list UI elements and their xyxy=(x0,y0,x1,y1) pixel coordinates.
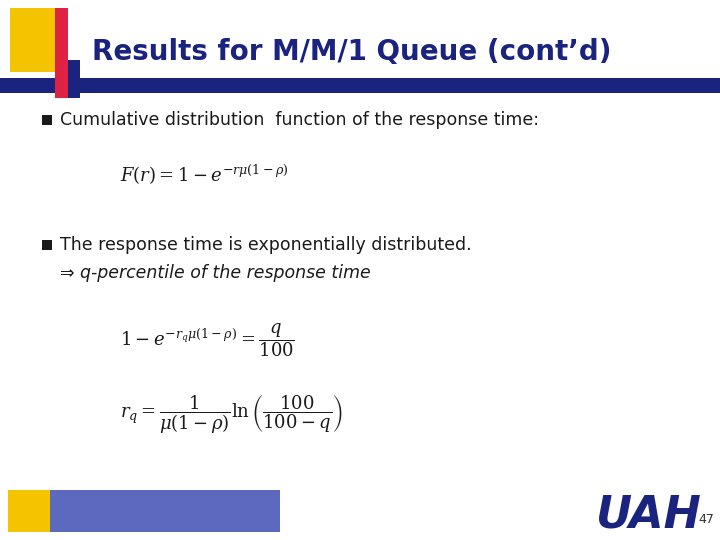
Bar xyxy=(55,8,68,98)
Text: Laboratory for Advanced Computer: Laboratory for Advanced Computer xyxy=(56,499,223,508)
Bar xyxy=(0,78,720,93)
Text: UAH: UAH xyxy=(596,494,702,537)
Bar xyxy=(10,8,68,72)
Bar xyxy=(68,60,80,98)
Text: Cumulative distribution  function of the response time:: Cumulative distribution function of the … xyxy=(60,111,539,129)
Bar xyxy=(42,240,52,250)
Bar xyxy=(42,115,52,125)
Text: Results for M/M/1 Queue (cont’d): Results for M/M/1 Queue (cont’d) xyxy=(92,38,611,66)
Text: $1 - e^{-r_q\mu(1-\rho)} = \dfrac{q}{100}$: $1 - e^{-r_q\mu(1-\rho)} = \dfrac{q}{100… xyxy=(120,321,295,359)
Text: $F(r) = 1 - e^{-r\mu(1-\rho)}$: $F(r) = 1 - e^{-r\mu(1-\rho)}$ xyxy=(120,163,289,187)
Bar xyxy=(10,78,60,93)
Text: 47: 47 xyxy=(698,513,714,526)
Bar xyxy=(8,490,50,532)
Text: ⇒ q-percentile of the response time: ⇒ q-percentile of the response time xyxy=(60,264,371,282)
Text: The response time is exponentially distributed.: The response time is exponentially distr… xyxy=(60,236,472,254)
Text: $r_q = \dfrac{1}{\mu(1-\rho)} \ln\left(\dfrac{100}{100-q}\right)$: $r_q = \dfrac{1}{\mu(1-\rho)} \ln\left(\… xyxy=(120,394,343,436)
Bar xyxy=(50,490,280,532)
Text: Systems and Architectures: Systems and Architectures xyxy=(56,514,184,523)
